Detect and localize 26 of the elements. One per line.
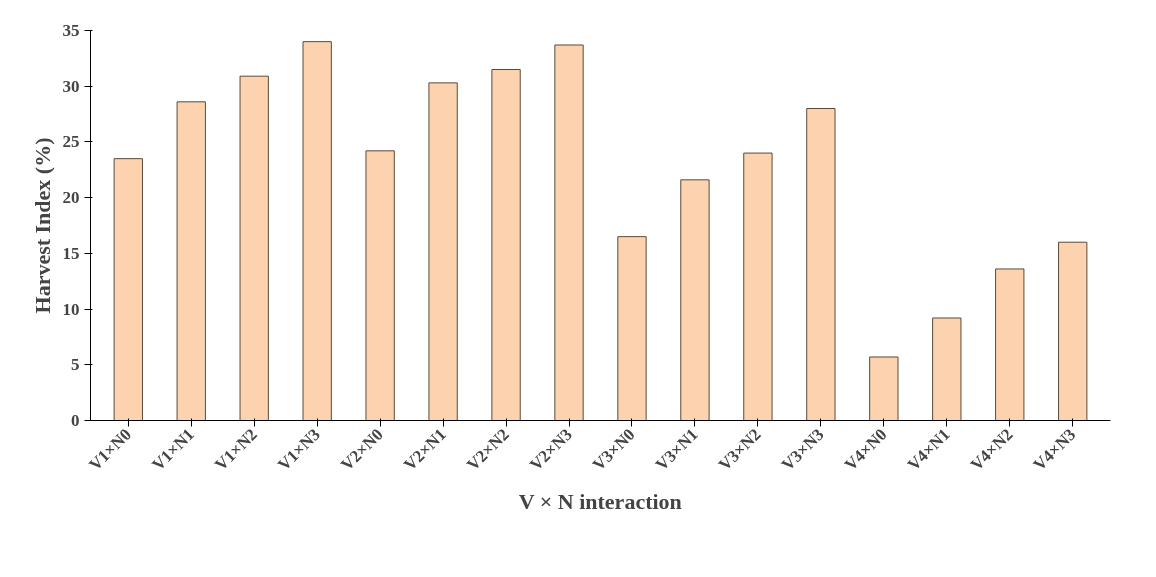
bar: [869, 356, 899, 421]
y-tick-label: 5: [71, 355, 80, 375]
bar: [932, 317, 962, 421]
y-tick-label: 10: [62, 299, 80, 319]
y-tick-label: 20: [62, 188, 80, 208]
y-tick-label: 0: [71, 411, 80, 430]
y-tick-label: 15: [62, 243, 80, 263]
bar: [806, 108, 836, 421]
bar: [302, 41, 332, 421]
bar: [239, 75, 269, 421]
y-tick-label: 30: [62, 76, 80, 96]
y-axis-title: Harvest Index (%): [29, 137, 55, 314]
bar: [365, 150, 395, 421]
bar: [428, 82, 458, 421]
y-tick-label: 25: [62, 132, 80, 152]
bar: [995, 268, 1025, 421]
bar: [1058, 241, 1088, 421]
bar: [617, 236, 647, 421]
bar: [491, 69, 521, 421]
bar: [743, 152, 773, 421]
y-tick-label: 35: [62, 21, 80, 40]
bar: [554, 44, 584, 421]
bar: [680, 179, 710, 421]
bar: [113, 158, 143, 421]
bar: [176, 101, 206, 421]
x-axis-title: V × N interaction: [518, 489, 682, 515]
